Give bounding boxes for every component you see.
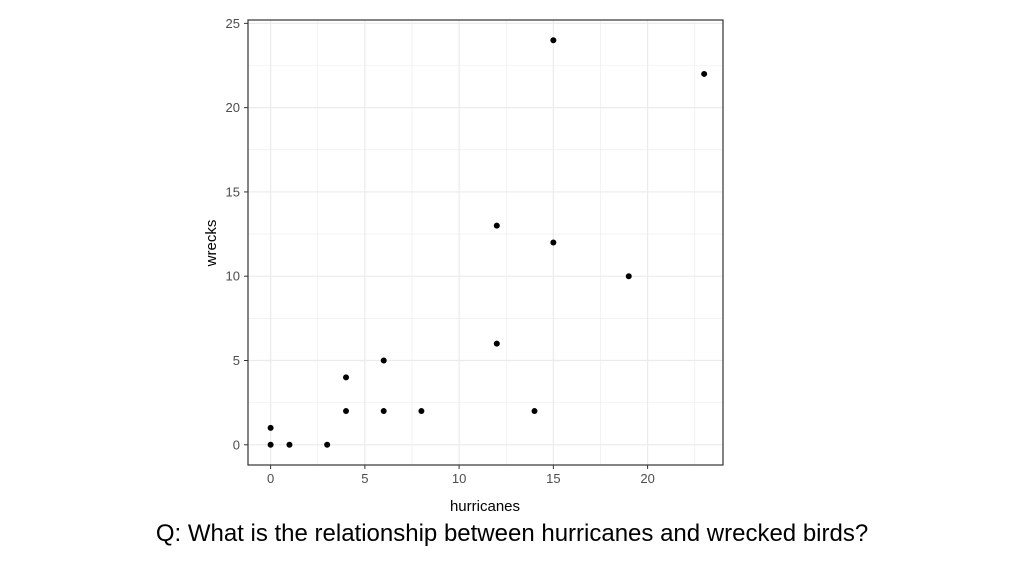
- data-point: [267, 441, 274, 448]
- y-tick-label: 5: [233, 353, 240, 368]
- scatter-chart: 0 5 10 15 20 0 5 10 15 20 25 hurricanes wrecks: [203, 16, 724, 515]
- data-point: [343, 374, 350, 381]
- data-point: [267, 424, 274, 431]
- data-point: [380, 357, 387, 364]
- y-tick-label: 10: [226, 269, 240, 284]
- x-axis-title: hurricanes: [450, 498, 520, 515]
- plot-panel-background: [248, 20, 723, 465]
- question-caption: Q: What is the relationship between hurr…: [155, 520, 869, 547]
- y-tick-label: 20: [226, 100, 240, 115]
- x-axis-ticks: 0 5 10 15 20: [267, 465, 655, 486]
- x-tick-label: 0: [267, 471, 274, 486]
- data-point: [701, 70, 708, 77]
- minor-gridlines: [248, 20, 723, 465]
- data-point: [550, 239, 557, 246]
- data-point: [493, 222, 500, 229]
- y-axis-title: wrecks: [203, 220, 220, 268]
- x-tick-label: 5: [361, 471, 368, 486]
- x-tick-label: 15: [546, 471, 560, 486]
- data-point: [343, 408, 350, 415]
- data-point: [625, 273, 632, 280]
- y-tick-label: 0: [233, 437, 240, 452]
- x-tick-label: 10: [452, 471, 466, 486]
- data-point: [324, 441, 331, 448]
- data-point: [531, 408, 538, 415]
- data-point: [380, 408, 387, 415]
- y-tick-label: 15: [226, 184, 240, 199]
- data-point: [493, 340, 500, 347]
- data-point: [286, 441, 293, 448]
- data-point: [550, 37, 557, 44]
- x-tick-label: 20: [640, 471, 654, 486]
- y-axis-ticks: 0 5 10 15 20 25: [226, 16, 248, 452]
- data-points: [267, 37, 708, 448]
- plot-panel-border: [247, 19, 724, 466]
- data-point: [418, 408, 425, 415]
- y-tick-label: 25: [226, 16, 240, 31]
